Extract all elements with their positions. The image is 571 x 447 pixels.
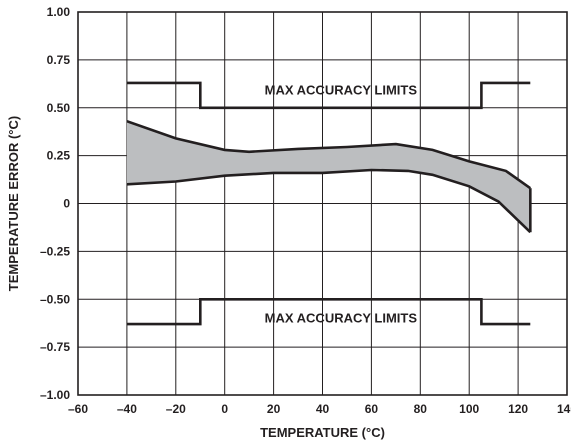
x-tick-label: 140 — [557, 402, 571, 416]
y-axis-label: TEMPERATURE ERROR (°C) — [6, 116, 21, 291]
x-tick-labels: –60 –40 –20 0 20 40 60 80 100 120 140 — [68, 402, 571, 416]
series-lower-limit — [126, 297, 531, 326]
x-tick-label: 40 — [316, 402, 330, 416]
x-tick-label: 120 — [508, 402, 528, 416]
y-tick-label: –0.50 — [40, 292, 70, 306]
series-band-upper — [126, 119, 532, 190]
y-tick-labels: 1.00 0.75 0.50 0.25 0 –0.25 –0.50 –0.75 –1.00 — [40, 5, 70, 402]
annotations: MAX ACCURACY LIMITS MAX ACCURACY LIMITS — [265, 83, 418, 326]
y-tick-label: 0 — [63, 197, 70, 211]
y-tick-label: –0.25 — [40, 244, 70, 258]
x-tick-label: 20 — [267, 402, 281, 416]
plot-frame — [77, 11, 568, 396]
x-tick-label: 60 — [365, 402, 379, 416]
y-tick-label: –1.00 — [40, 388, 70, 402]
x-tick-label: 0 — [221, 402, 228, 416]
series-lines — [126, 81, 532, 326]
series-upper-limit — [126, 81, 531, 110]
y-tick-label: 0.75 — [47, 53, 71, 67]
x-tick-label: 100 — [459, 402, 479, 416]
y-tick-label: 1.00 — [47, 5, 71, 19]
annotation-label: MAX ACCURACY LIMITS — [265, 83, 418, 98]
x-tick-label: –60 — [68, 402, 88, 416]
annotation-label: MAX ACCURACY LIMITS — [265, 310, 418, 325]
x-axis-label: TEMPERATURE (°C) — [260, 425, 385, 440]
series-band-lower — [126, 168, 532, 234]
x-tick-label: 80 — [414, 402, 428, 416]
x-tick-label: –40 — [117, 402, 137, 416]
error-band — [126, 121, 531, 233]
x-tick-label: –20 — [166, 402, 186, 416]
y-tick-label: 0.50 — [47, 101, 71, 115]
y-tick-label: –0.75 — [40, 340, 70, 354]
grid — [78, 12, 567, 395]
y-tick-label: 0.25 — [47, 149, 71, 163]
